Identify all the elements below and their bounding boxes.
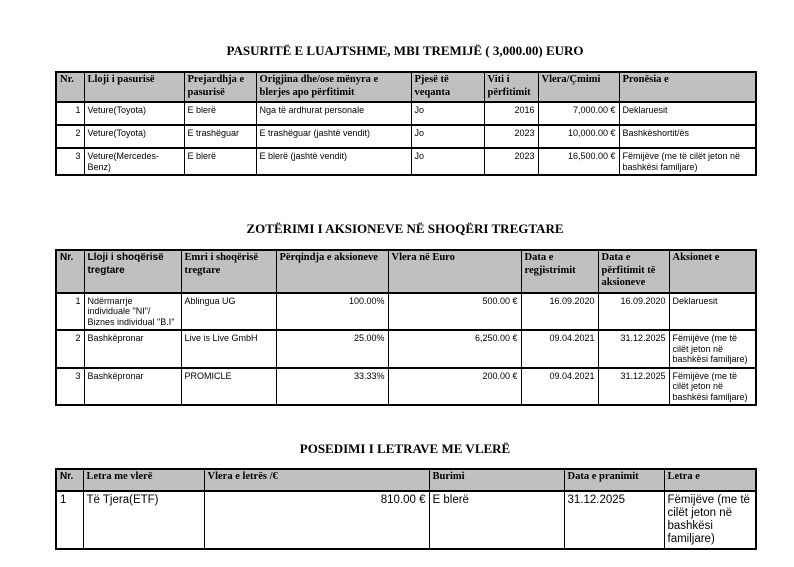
table-cell: Fëmijëve (me të cilët jeton në bashkësi … (618, 147, 757, 176)
table-cell: 3 (55, 147, 85, 176)
header-row: Nr. Lloji i pasurisë Prejardhja e pasuri… (55, 71, 757, 103)
table-row: 2 Bashkëpronar Live is Live GmbH 25.00% … (55, 329, 757, 369)
table-cell: E trashëguar (183, 124, 257, 149)
table-cell: Fëmijëve (me të cilët jeton në bashkësi … (668, 329, 757, 369)
table-row: 1 Ndërmarrje individuale "NI"/ Biznes in… (55, 291, 757, 331)
table-cell: 16.09.2020 (520, 291, 599, 331)
header-row: Nr. Lloji i shoqërisë tregtare Emri i sh… (55, 249, 757, 294)
table-cell: Fëmijëve (me të cilët jeton në bashkësi … (663, 490, 757, 550)
table-cell: 2023 (483, 124, 539, 149)
table-cell: 7,000.00 € (537, 101, 620, 126)
table-cell: 3 (55, 366, 85, 406)
column-header: Pronësia e (618, 71, 757, 103)
table-cell: E blerë (428, 490, 565, 550)
table-row: 3 Bashkëpronar PROMICLE 33.33% 200.00 € … (55, 366, 757, 406)
table-cell: 16.09.2020 (597, 291, 670, 331)
table-cell: 2 (55, 329, 85, 369)
table-cell: Ndërmarrje individuale "NI"/ Biznes indi… (83, 291, 182, 331)
table-cell: 31.12.2025 (597, 366, 670, 406)
section-title-company-shares: ZOTËRIMI I AKSIONEVE NË SHOQËRI TREGTARE (246, 221, 564, 236)
column-header: Vlera e letrës /€ (203, 468, 430, 492)
column-header: Letra me vlerë (82, 468, 205, 492)
table-row: 2 Veture(Toyota) E trashëguar E trashëgu… (55, 124, 757, 149)
column-header: Lloji i shoqërisë tregtare (83, 249, 182, 294)
column-header: Origjina dhe/ose mënyra e blerjes apo pë… (255, 71, 412, 103)
table-cell: Deklaruesit (668, 291, 757, 331)
table-cell: 500.00 € (387, 291, 522, 331)
table-row: 3 Veture(Mercedes-Benz) E blerë E blerë … (55, 147, 757, 176)
table-cell: E blerë (183, 101, 257, 126)
column-header: Nr. (55, 71, 85, 103)
table-cell: E blerë (183, 147, 257, 176)
column-header: Emri i shoqërisë tregtare (180, 249, 277, 294)
table-cell: 1 (55, 291, 85, 331)
table-cell: 100.00% (275, 291, 389, 331)
movable-assets-table: Nr. Lloji i pasurisë Prejardhja e pasuri… (55, 71, 757, 176)
table-cell: 6,250.00 € (387, 329, 522, 369)
company-shares-table: Nr. Lloji i shoqërisë tregtare Emri i sh… (55, 249, 757, 406)
table-cell: 25.00% (275, 329, 389, 369)
table-cell: Live is Live GmbH (180, 329, 277, 369)
column-header: Pjesë të veqanta (410, 71, 485, 103)
table-cell: Fëmijëve (me të cilët jeton në bashkësi … (668, 366, 757, 406)
table-cell: 09.04.2021 (520, 329, 599, 369)
table-cell: Bashkëpronar (83, 329, 182, 369)
table-cell: 2 (55, 124, 85, 149)
table-cell: Veture(Toyota) (83, 124, 185, 149)
table-cell: Nga të ardhurat personale (255, 101, 412, 126)
table-cell: Veture(Mercedes-Benz) (83, 147, 185, 176)
column-header: Aksionet e (668, 249, 757, 294)
declaration-document: PASURITË E LUAJTSHME, MBI TREMIJË ( 3,00… (55, 0, 757, 550)
table-cell: 200.00 € (387, 366, 522, 406)
column-header: Burimi (428, 468, 565, 492)
table-cell: 1 (55, 490, 84, 550)
table-cell: Të Tjera(ETF) (82, 490, 205, 550)
table-row: 1 Veture(Toyota) E blerë Nga të ardhurat… (55, 101, 757, 126)
table-cell: Bashkëshortit/ës (618, 124, 757, 149)
table-cell: E blerë (jashtë vendit) (255, 147, 412, 176)
table-cell: Jo (410, 101, 485, 126)
column-header: Lloji i pasurisë (83, 71, 185, 103)
table-cell: Veture(Toyota) (83, 101, 185, 126)
table-cell: 31.12.2025 (563, 490, 665, 550)
column-header: Nr. (55, 249, 85, 294)
table-cell: 31.12.2025 (597, 329, 670, 369)
table-cell: 16,500.00 € (537, 147, 620, 176)
table-cell: Jo (410, 124, 485, 149)
table-cell: 10,000.00 € (537, 124, 620, 149)
table-cell: 1 (55, 101, 85, 126)
section-title-securities: POSEDIMI I LETRAVE ME VLERË (299, 441, 511, 456)
column-header: Viti i përfitimit (483, 71, 539, 103)
column-header: Data e përfitimit të aksioneve (597, 249, 670, 294)
column-header: Letra e (663, 468, 757, 492)
table-cell: Jo (410, 147, 485, 176)
table-cell: 2016 (483, 101, 539, 126)
table-cell: Ablingua UG (180, 291, 277, 331)
table-cell: PROMICLE (180, 366, 277, 406)
column-header: Nr. (55, 468, 84, 492)
column-header: Prejardhja e pasurisë (183, 71, 257, 103)
column-header: Vlera/Çmimi (537, 71, 620, 103)
column-header: Data e pranimit (563, 468, 665, 492)
table-cell: Deklaruesit (618, 101, 757, 126)
table-cell: E trashëguar (jashtë vendit) (255, 124, 412, 149)
securities-table: Nr. Letra me vlerë Vlera e letrës /€ Bur… (55, 468, 757, 550)
table-cell: 33.33% (275, 366, 389, 406)
header-row: Nr. Letra me vlerë Vlera e letrës /€ Bur… (55, 468, 757, 492)
table-cell: 09.04.2021 (520, 366, 599, 406)
column-header: Vlera në Euro (387, 249, 522, 294)
table-cell: 2023 (483, 147, 539, 176)
table-row: 1 Të Tjera(ETF) 810.00 € E blerë 31.12.2… (55, 490, 757, 550)
table-cell: 810.00 € (203, 490, 430, 550)
column-header: Data e regjistrimit (520, 249, 599, 294)
section-title-movable-assets: PASURITË E LUAJTSHME, MBI TREMIJË ( 3,00… (226, 43, 584, 58)
table-cell: Bashkëpronar (83, 366, 182, 406)
column-header: Përqindja e aksioneve (275, 249, 389, 294)
